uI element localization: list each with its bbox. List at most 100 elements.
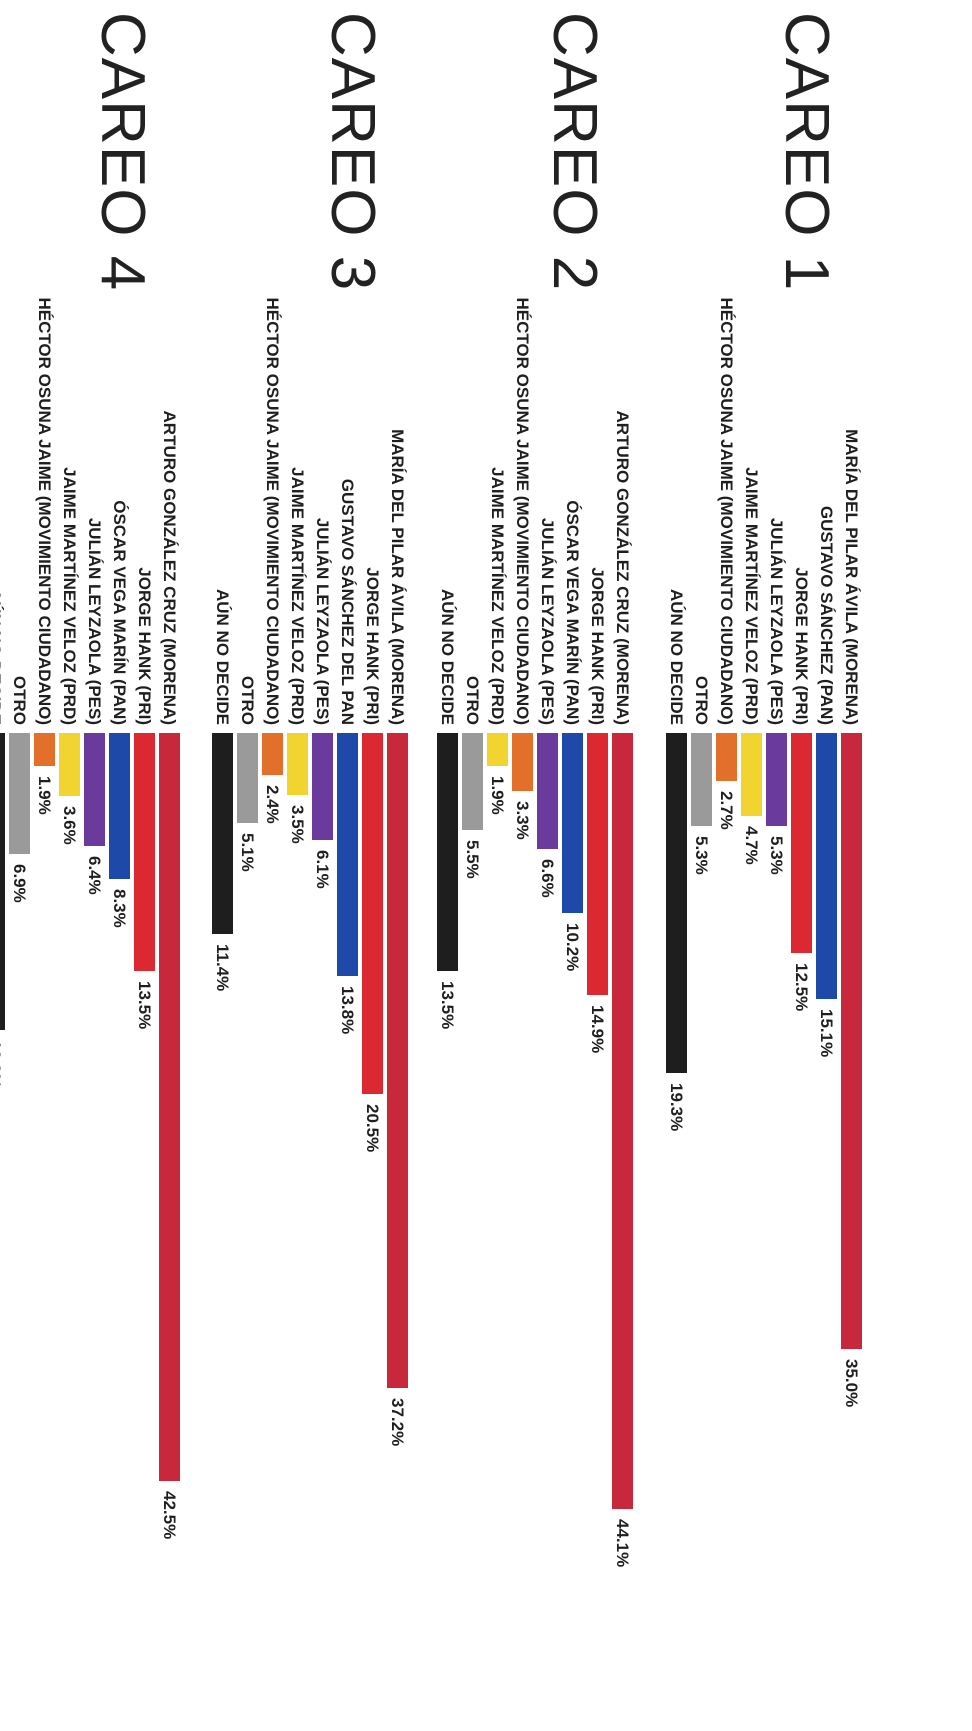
bar (841, 733, 862, 1349)
candidate-label: JAIME MARTÍNEZ VELOZ (PRD) (60, 467, 79, 725)
bar (212, 733, 233, 934)
bar (134, 733, 155, 971)
value-label: 2.7% (717, 790, 736, 830)
bar (587, 733, 608, 996)
value-label: 20.5% (363, 1103, 382, 1152)
value-label: 6.4% (85, 855, 104, 895)
value-label: 19.3% (667, 1082, 686, 1131)
bar (487, 733, 508, 767)
bar (387, 733, 408, 1388)
value-label: 14.9% (588, 1005, 607, 1054)
bar (562, 733, 583, 913)
candidate-label: AÚN NO DECIDE (0, 588, 4, 725)
candidate-label: JULIÁN LEYZAOLA (PES) (538, 517, 557, 725)
candidate-label: MARÍA DEL PILAR ÁVILA (MORENA) (842, 429, 861, 725)
candidate-label: OTRO (692, 675, 711, 725)
bar (287, 733, 308, 795)
bar (791, 733, 812, 953)
candidate-label: ARTURO GONZÁLEZ CRUZ (MORENA) (160, 410, 179, 725)
value-label: 5.3% (767, 836, 786, 876)
value-label: 15.1% (817, 1008, 836, 1057)
value-label: 1.9% (35, 776, 54, 816)
candidate-label: HÉCTOR OSUNA JAIME (MOVIMIENTO CIUDADANO… (35, 297, 54, 725)
bar (741, 733, 762, 816)
value-label: 12.5% (792, 963, 811, 1012)
candidate-label: OTRO (10, 675, 29, 725)
bar (34, 733, 55, 767)
careo-title: CAREO 2 (540, 12, 609, 292)
candidate-label: GUSTAVO SÁNCHEZ DEL PAN (338, 478, 357, 725)
candidate-label: GUSTAVO SÁNCHEZ (PAN) (817, 505, 836, 725)
candidate-label: ARTURO GONZÁLEZ CRUZ (MORENA) (613, 410, 632, 725)
bar (237, 733, 258, 823)
candidate-label: AÚN NO DECIDE (438, 588, 457, 725)
candidate-label: JORGE HANK (PRI) (135, 567, 154, 725)
value-label: 2.4% (263, 785, 282, 824)
bar (612, 733, 633, 1510)
value-label: 11.4% (213, 943, 232, 991)
candidate-label: OTRO (463, 675, 482, 725)
bar (666, 733, 687, 1073)
bar (0, 733, 5, 1031)
value-label: 3.5% (288, 804, 307, 844)
candidate-label: JULIÁN LEYZAOLA (PES) (85, 517, 104, 725)
value-label: 3.6% (60, 806, 79, 846)
bar (362, 733, 383, 1094)
value-label: 13.5% (135, 980, 154, 1029)
value-label: 6.6% (538, 859, 557, 898)
bar (537, 733, 558, 850)
bar (109, 733, 130, 880)
value-label: 8.3% (110, 889, 129, 928)
candidate-label: ÓSCAR VEGA MARÍN (PAN) (110, 500, 129, 725)
candidate-label: JAIME MARTÍNEZ VELOZ (PRD) (488, 467, 507, 725)
candidate-label: JULIÁN LEYZAOLA (PES) (313, 517, 332, 725)
value-label: 13.8% (338, 985, 357, 1035)
careo-title: CAREO 4 (88, 12, 157, 292)
value-label: 5.5% (463, 839, 482, 879)
bar (59, 733, 80, 797)
bar (262, 733, 283, 776)
careo-title: CAREO 1 (772, 12, 841, 292)
bar (9, 733, 30, 855)
value-label: 35.0% (842, 1359, 861, 1408)
bar (312, 733, 333, 841)
bar (691, 733, 712, 827)
candidate-label: HÉCTOR OSUNA JAIME (MOVIMIENTO CIUDADANO… (717, 297, 736, 725)
candidate-label: AÚN NO DECIDE (667, 588, 686, 725)
bar (84, 733, 105, 846)
value-label: 42.5% (160, 1491, 179, 1540)
bar (766, 733, 787, 827)
candidate-label: JULIÁN LEYZAOLA (PES) (767, 517, 786, 725)
value-label: 4.7% (742, 825, 761, 865)
candidate-label: HÉCTOR OSUNA JAIME (MOVIMIENTO CIUDADANO… (263, 297, 282, 725)
bar (462, 733, 483, 830)
bar (512, 733, 533, 792)
bar (816, 733, 837, 999)
candidate-label: JORGE HANK (PRI) (363, 567, 382, 725)
careo-title: CAREO 3 (318, 12, 387, 292)
value-label: 1.9% (488, 776, 507, 816)
candidate-label: JAIME MARTÍNEZ VELOZ (PRD) (288, 467, 307, 725)
value-label: 44.1% (613, 1519, 632, 1568)
bar (159, 733, 180, 1481)
value-label: 5.1% (238, 832, 257, 872)
value-label: 37.2% (388, 1397, 407, 1446)
candidate-label: JAIME MARTÍNEZ VELOZ (PRD) (742, 467, 761, 725)
value-label: 13.5% (438, 980, 457, 1029)
value-label: 6.9% (10, 864, 29, 904)
candidate-label: OTRO (238, 675, 257, 725)
value-label: 16.9% (0, 1040, 4, 1089)
candidate-label: JORGE HANK (PRI) (588, 567, 607, 725)
candidate-label: HÉCTOR OSUNA JAIME (MOVIMIENTO CIUDADANO… (513, 297, 532, 725)
value-label: 10.2% (563, 922, 582, 971)
bar (716, 733, 737, 781)
value-label: 3.3% (513, 801, 532, 840)
candidate-label: AÚN NO DECIDE (213, 588, 232, 725)
bar (337, 733, 358, 976)
candidate-label: MARÍA DEL PILAR ÁVILA (MORENA) (388, 429, 407, 725)
candidate-label: ÓSCAR VEGA MARÍN (PAN) (563, 500, 582, 725)
bar (437, 733, 458, 971)
value-label: 5.3% (692, 836, 711, 876)
candidate-label: JORGE HANK (PRI) (792, 567, 811, 725)
